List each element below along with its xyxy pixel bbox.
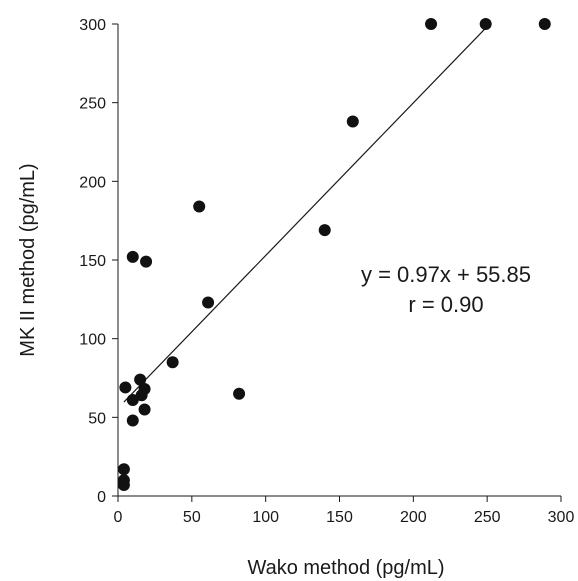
trendline (123, 26, 488, 403)
x-tick-label: 300 (548, 509, 575, 526)
x-tick-label: 150 (326, 509, 353, 526)
data-point (134, 373, 147, 386)
x-tick-label: 50 (183, 509, 201, 526)
data-point (119, 381, 132, 394)
data-point (233, 387, 246, 400)
data-point (538, 18, 551, 30)
data-point (193, 200, 206, 213)
data-points (117, 18, 551, 491)
data-point (425, 18, 438, 30)
y-axis-title: MK II method (pg/mL) (17, 163, 39, 356)
data-point (318, 224, 331, 237)
data-point (135, 389, 148, 402)
regression-equation: y = 0.97x + 55.85 (361, 262, 531, 287)
data-point (202, 296, 215, 309)
data-point (126, 394, 139, 407)
x-tick-label: 0 (114, 509, 123, 526)
x-tick-label: 250 (474, 509, 501, 526)
data-point (117, 478, 130, 491)
data-point (126, 250, 139, 263)
y-tick-label: 250 (79, 96, 106, 113)
y-tick-label: 300 (79, 17, 106, 34)
correlation-coefficient: r = 0.90 (408, 292, 483, 317)
data-point (138, 403, 151, 416)
data-point (166, 356, 179, 369)
x-tick-label: 200 (400, 509, 427, 526)
x-axis-title: Wako method (pg/mL) (247, 557, 444, 579)
x-tick-label: 100 (252, 509, 279, 526)
y-tick-label: 0 (97, 489, 106, 506)
data-point (479, 18, 492, 30)
data-point (126, 414, 139, 427)
x-ticks: 0 50 100 150 200 250 300 (114, 496, 575, 526)
y-ticks: 0 50 100 150 200 250 300 (79, 17, 118, 506)
y-tick-label: 150 (79, 253, 106, 270)
data-point (117, 463, 130, 476)
data-point (140, 255, 153, 268)
y-tick-label: 200 (79, 174, 106, 191)
data-point (346, 115, 359, 128)
y-tick-label: 100 (79, 332, 106, 349)
y-tick-label: 50 (88, 410, 106, 427)
axes (117, 24, 561, 497)
